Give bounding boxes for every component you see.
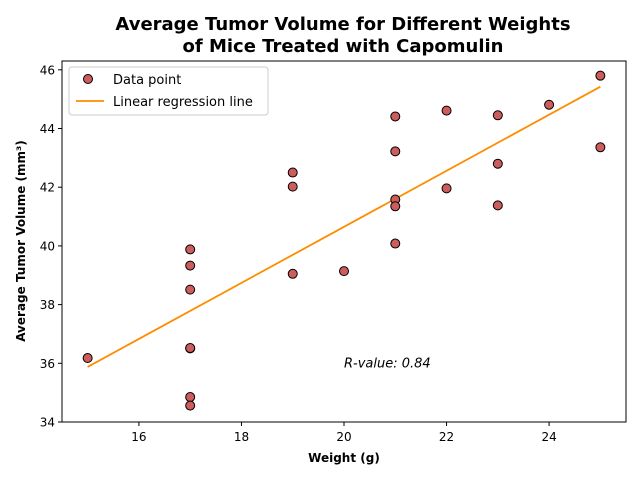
regression-line <box>87 85 601 368</box>
legend-marker-data-point <box>83 74 93 84</box>
data-point <box>185 400 196 411</box>
r-value-annotation: R-value: 0.84 <box>344 356 431 371</box>
data-point <box>595 142 606 153</box>
data-point <box>185 244 196 255</box>
y-tick-label: 40 <box>40 239 55 253</box>
y-tick-label: 34 <box>40 416 55 430</box>
data-point <box>185 392 196 403</box>
legend-box <box>68 66 269 116</box>
data-point <box>492 110 503 121</box>
y-tick-label: 38 <box>40 298 55 312</box>
x-tick-label: 16 <box>131 430 146 444</box>
chart-title-line-1: Average Tumor Volume for Different Weigh… <box>115 14 570 35</box>
data-point <box>82 353 93 364</box>
axis-ticks: 16 18 20 22 24 34 36 38 40 42 44 46 <box>40 63 557 444</box>
legend: Data point Linear regression line <box>68 66 269 116</box>
x-tick-label: 18 <box>234 430 249 444</box>
x-tick-label: 22 <box>439 430 454 444</box>
data-point <box>441 105 452 116</box>
data-point <box>185 343 196 354</box>
data-point <box>595 70 606 81</box>
y-tick-label: 42 <box>40 181 55 195</box>
data-point <box>287 268 298 279</box>
regression-line-layer <box>87 85 601 368</box>
data-point <box>390 111 401 122</box>
x-axis-label: Weight (g) <box>308 451 380 465</box>
x-tick-label: 20 <box>336 430 351 444</box>
y-tick-label: 44 <box>40 122 55 136</box>
data-point <box>185 260 196 271</box>
data-points-layer <box>82 70 606 411</box>
y-tick-label: 36 <box>40 357 55 371</box>
data-point <box>287 167 298 178</box>
data-point <box>492 158 503 169</box>
data-point <box>390 238 401 249</box>
data-point <box>339 266 349 277</box>
chart-title-line-2: of Mice Treated with Capomulin <box>182 36 503 57</box>
y-tick-label: 46 <box>40 63 55 77</box>
legend-label-regression-line: Linear regression line <box>113 95 253 110</box>
plot-area-frame <box>61 60 627 423</box>
x-tick-label: 24 <box>541 430 556 444</box>
data-point <box>185 284 196 295</box>
data-point <box>390 146 401 157</box>
legend-label-data-point: Data point <box>113 73 181 88</box>
y-axis-label: Average Tumor Volume (mm³) <box>14 140 28 342</box>
data-point <box>492 200 503 211</box>
data-point <box>287 181 298 192</box>
data-point <box>441 183 452 194</box>
data-point <box>544 99 555 110</box>
data-point <box>390 201 401 212</box>
